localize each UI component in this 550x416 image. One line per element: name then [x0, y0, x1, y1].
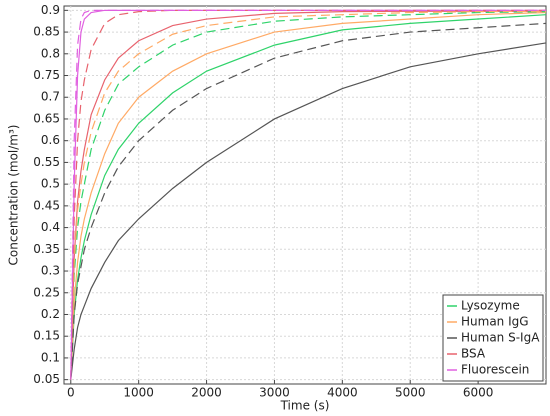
y-tick-label: 0.7: [41, 90, 60, 104]
y-tick-label: 0.35: [33, 242, 60, 256]
x-tick-label: 6000: [463, 386, 494, 400]
legend-box: [442, 294, 544, 382]
legend-label: Fluorescein: [461, 363, 529, 377]
series-line: [70, 10, 546, 380]
x-tick-label: 1000: [123, 386, 154, 400]
x-tick-label: 5000: [395, 386, 426, 400]
y-tick-label: 0.8: [41, 46, 60, 60]
x-tick-label: 2000: [191, 386, 222, 400]
series-line: [70, 9, 546, 380]
legend-label: BSA: [461, 347, 486, 361]
x-tick-label: 3000: [259, 386, 290, 400]
y-tick-label: 0.4: [41, 220, 60, 234]
x-tick-label: 4000: [327, 386, 358, 400]
y-tick-label: 0.2: [41, 307, 60, 321]
y-tick-label: 0.9: [41, 3, 60, 17]
y-tick-label: 0.25: [33, 285, 60, 299]
y-tick-label: 0.1: [41, 350, 60, 364]
y-tick-label: 0.6: [41, 133, 60, 147]
legend-label: Lysozyme: [461, 299, 520, 313]
series-line: [70, 10, 546, 380]
y-tick-label: 0.05: [33, 372, 60, 386]
y-axis-label: Concentration (mol/m³): [7, 125, 21, 266]
series-line: [70, 11, 546, 380]
x-tick-label: 0: [67, 386, 75, 400]
series-line: [70, 14, 546, 380]
y-tick-label: 0.45: [33, 198, 60, 212]
series-line: [70, 42, 546, 380]
x-axis-label: Time (s): [280, 399, 330, 413]
y-tick-label: 0.15: [33, 329, 60, 343]
y-tick-label: 0.65: [33, 111, 60, 125]
y-tick-label: 0.55: [33, 155, 60, 169]
series-line: [70, 22, 546, 380]
legend-label: Human S-IgA: [461, 331, 540, 345]
y-tick-label: 0.85: [33, 25, 60, 39]
y-tick-label: 0.3: [41, 264, 60, 278]
y-tick-label: 0.75: [33, 68, 60, 82]
series-line: [70, 11, 546, 380]
y-tick-label: 0.5: [41, 177, 60, 191]
legend-label: Human IgG: [461, 315, 529, 329]
